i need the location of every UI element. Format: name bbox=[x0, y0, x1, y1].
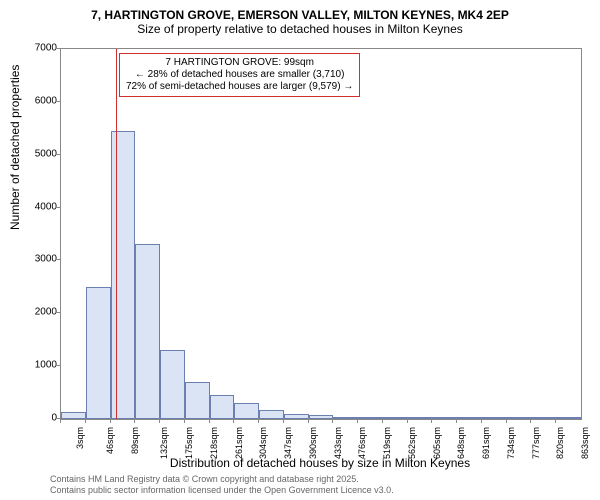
y-tick-label: 7000 bbox=[35, 43, 57, 54]
y-tick-mark bbox=[55, 48, 60, 49]
histogram-bar bbox=[259, 410, 284, 420]
footnote-line1: Contains HM Land Registry data © Crown c… bbox=[50, 474, 394, 485]
x-tick-mark bbox=[555, 418, 556, 423]
plot-area: 7 HARTINGTON GROVE: 99sqm ← 28% of detac… bbox=[60, 48, 582, 420]
histogram-bar bbox=[284, 414, 309, 419]
x-tick-mark bbox=[357, 418, 358, 423]
histogram-bar bbox=[358, 417, 383, 419]
x-tick-label: 175sqm bbox=[184, 427, 194, 459]
footnote-line2: Contains public sector information licen… bbox=[50, 485, 394, 496]
x-tick-mark bbox=[407, 418, 408, 423]
chart-container: 7, HARTINGTON GROVE, EMERSON VALLEY, MIL… bbox=[0, 0, 600, 500]
x-tick-mark bbox=[233, 418, 234, 423]
y-tick-mark bbox=[55, 312, 60, 313]
x-tick-mark bbox=[159, 418, 160, 423]
x-tick-mark bbox=[456, 418, 457, 423]
histogram-bar bbox=[86, 287, 111, 419]
histogram-bar bbox=[160, 350, 185, 419]
x-tick-mark bbox=[184, 418, 185, 423]
x-tick-label: 519sqm bbox=[382, 427, 392, 459]
x-tick-mark bbox=[110, 418, 111, 423]
x-tick-label: 433sqm bbox=[333, 427, 343, 459]
footnote: Contains HM Land Registry data © Crown c… bbox=[50, 474, 394, 496]
x-tick-label: 562sqm bbox=[407, 427, 417, 459]
histogram-bar bbox=[333, 417, 358, 419]
x-tick-mark bbox=[431, 418, 432, 423]
histogram-bar bbox=[210, 395, 235, 419]
x-tick-mark bbox=[308, 418, 309, 423]
annotation-line2: ← 28% of detached houses are smaller (3,… bbox=[126, 69, 353, 81]
histogram-bar bbox=[457, 417, 482, 419]
histogram-bar bbox=[135, 244, 160, 419]
y-tick-label: 2000 bbox=[35, 307, 57, 318]
x-tick-mark bbox=[332, 418, 333, 423]
x-tick-label: 476sqm bbox=[357, 427, 367, 459]
property-marker-line bbox=[116, 49, 117, 419]
histogram-bar bbox=[234, 403, 259, 419]
x-tick-label: 820sqm bbox=[556, 427, 566, 459]
x-tick-mark bbox=[258, 418, 259, 423]
histogram-bar bbox=[531, 417, 556, 419]
y-tick-mark bbox=[55, 207, 60, 208]
x-tick-label: 89sqm bbox=[130, 427, 140, 454]
x-tick-mark bbox=[60, 418, 61, 423]
chart-title-line2: Size of property relative to detached ho… bbox=[0, 22, 600, 36]
x-tick-label: 132sqm bbox=[159, 427, 169, 459]
y-tick-label: 6000 bbox=[35, 95, 57, 106]
x-tick-label: 605sqm bbox=[432, 427, 442, 459]
histogram-bar bbox=[383, 417, 408, 419]
annotation-box: 7 HARTINGTON GROVE: 99sqm ← 28% of detac… bbox=[119, 53, 360, 97]
y-axis-label: Number of detached properties bbox=[8, 65, 22, 230]
histogram-bar bbox=[309, 415, 334, 419]
x-tick-label: 691sqm bbox=[481, 427, 491, 459]
x-tick-label: 390sqm bbox=[308, 427, 318, 459]
chart-title-line1: 7, HARTINGTON GROVE, EMERSON VALLEY, MIL… bbox=[0, 0, 600, 22]
x-tick-label: 46sqm bbox=[105, 427, 115, 454]
x-tick-mark bbox=[382, 418, 383, 423]
x-tick-label: 347sqm bbox=[283, 427, 293, 459]
y-tick-mark bbox=[55, 259, 60, 260]
x-tick-mark bbox=[209, 418, 210, 423]
y-tick-label: 5000 bbox=[35, 148, 57, 159]
histogram-bar bbox=[556, 417, 581, 419]
histogram-bar bbox=[61, 412, 86, 419]
x-tick-label: 304sqm bbox=[258, 427, 268, 459]
histogram-bar bbox=[432, 417, 457, 419]
annotation-line3: 72% of semi-detached houses are larger (… bbox=[126, 81, 353, 93]
y-tick-mark bbox=[55, 365, 60, 366]
x-axis-label: Distribution of detached houses by size … bbox=[60, 456, 580, 470]
y-tick-label: 4000 bbox=[35, 201, 57, 212]
y-tick-mark bbox=[55, 154, 60, 155]
y-tick-label: 1000 bbox=[35, 360, 57, 371]
histogram-bar bbox=[111, 131, 136, 419]
x-tick-mark bbox=[134, 418, 135, 423]
histogram-bar bbox=[185, 382, 210, 419]
y-tick-label: 3000 bbox=[35, 254, 57, 265]
x-tick-mark bbox=[85, 418, 86, 423]
x-tick-label: 863sqm bbox=[580, 427, 590, 459]
x-tick-label: 218sqm bbox=[209, 427, 219, 459]
histogram-bar bbox=[408, 417, 433, 419]
x-tick-mark bbox=[530, 418, 531, 423]
x-tick-mark bbox=[506, 418, 507, 423]
x-tick-label: 777sqm bbox=[531, 427, 541, 459]
x-tick-label: 734sqm bbox=[506, 427, 516, 459]
histogram-bar bbox=[482, 417, 507, 419]
annotation-line1: 7 HARTINGTON GROVE: 99sqm bbox=[126, 57, 353, 69]
x-tick-mark bbox=[283, 418, 284, 423]
x-tick-label: 3sqm bbox=[75, 427, 85, 449]
x-tick-label: 648sqm bbox=[456, 427, 466, 459]
y-tick-mark bbox=[55, 101, 60, 102]
histogram-bar bbox=[507, 417, 532, 419]
x-tick-label: 261sqm bbox=[234, 427, 244, 459]
x-tick-mark bbox=[481, 418, 482, 423]
